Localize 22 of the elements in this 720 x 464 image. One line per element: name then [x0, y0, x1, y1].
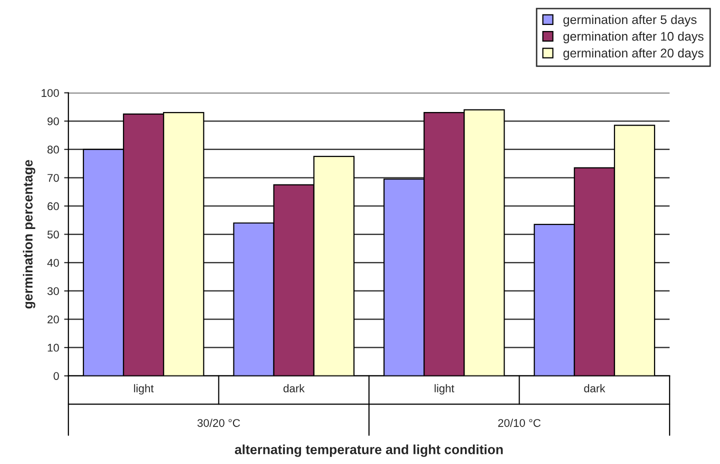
- y-tick-label: 20: [48, 316, 59, 324]
- y-axis-title: germination percentage: [22, 160, 36, 309]
- x-tick-label: dark: [284, 384, 305, 392]
- y-tick-label: 70: [48, 174, 59, 182]
- legend-label: germination after 5 days: [563, 14, 697, 27]
- y-tick-label: 100: [42, 89, 59, 97]
- x-tick-label: light: [134, 384, 154, 395]
- legend-label: germination after 20 days: [563, 48, 704, 60]
- y-tick-label: 40: [47, 258, 59, 267]
- y-tick-label: 60: [48, 202, 59, 210]
- y-tick-label: 90: [48, 117, 59, 126]
- text: 20/10 °C: [498, 418, 541, 427]
- x-tick-label: dark: [584, 384, 606, 392]
- y-tick-label: 50: [47, 230, 59, 238]
- y-tick-label: 80: [47, 146, 59, 154]
- y-tick-label: 0: [54, 372, 59, 380]
- y-tick-label: 30: [47, 287, 59, 296]
- legend-label: germination after 10 days: [563, 32, 704, 44]
- x-axis-title: alternating temperature and light condition: [234, 444, 503, 457]
- y-tick-label: 10: [48, 344, 59, 352]
- text: 30/20 °C: [197, 418, 240, 427]
- x-tick-label: light: [434, 384, 454, 395]
